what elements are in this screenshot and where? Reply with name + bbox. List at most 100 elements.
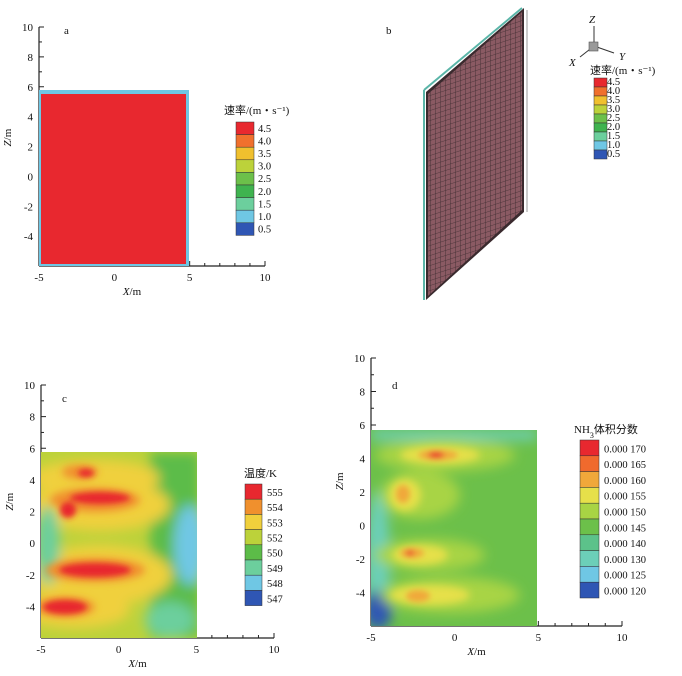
legend-label: 553 [267,518,283,529]
legend-label: 547 [267,594,283,605]
panel-letter-d: d [392,380,398,392]
y-axis-label-unit: /m [2,128,14,140]
legend-label: 2.0 [607,122,620,133]
legend-label: 1.0 [607,140,620,151]
legend-swatch [235,121,255,135]
legend-label: 2.0 [258,187,271,198]
legend-swatch [244,514,263,530]
legend-swatch [235,197,255,211]
legend-swatch [593,86,608,97]
legend-swatch [579,439,600,457]
legend-label: 0.000 165 [604,460,646,471]
legend-swatch [579,534,600,551]
x-tick-label: 5 [194,644,200,656]
y-axis-label-var: Z [2,139,14,146]
y-tick-label: 4 [30,475,36,487]
legend-label: 1.0 [258,212,271,223]
legend-title: NH3体积分数 [574,422,638,440]
legend-label: 3.5 [607,95,620,106]
y-tick-label: -2 [26,570,35,582]
legend-label: 0.000 155 [604,492,646,503]
axis-triad-y-label: Y [619,51,627,63]
x-tick-label: -5 [366,632,376,644]
legend-title-suffix: 体积分数 [594,422,638,436]
legend-d: NH3体积分数 0.000 170 0.000 165 0.000 160 0.000 … [574,422,646,599]
legend-label: 0.5 [607,149,620,160]
legend-title: 速率/(m・s⁻¹) [590,63,656,77]
x-axis-label-unit: /m [130,286,142,298]
legend-label: 3.0 [607,104,620,115]
legend-title: 温度/K [244,466,277,480]
legend-swatch [593,77,608,88]
x-axis-label: X/m [466,646,486,658]
y-tick-label: 8 [28,52,34,64]
legend-swatch [593,104,608,115]
x-tick-label: 5 [187,272,193,284]
y-axis-label: Z/m [334,472,346,490]
legend-title-prefix: NH [574,424,590,436]
x-axis-label-var: X [466,646,475,658]
y-tick-label: 10 [22,22,34,34]
legend-label: 0.000 150 [604,508,646,519]
x-tick-label: 10 [260,272,272,284]
y-tick-label: 6 [28,82,34,94]
y-tick-label: 10 [24,380,36,392]
legend-title-sub: 3 [590,431,594,440]
axis-triad-z-label: Z [589,14,596,26]
legend-swatch [235,159,255,173]
legend-title: 速率/(m・s⁻¹) [224,103,290,117]
legend-label: 0.000 125 [604,571,646,582]
legend-label: 3.0 [258,162,271,173]
y-tick-label: 10 [354,353,366,365]
x-axis-label-var: X [127,658,136,670]
y-tick-label: -4 [24,231,34,243]
legend-swatch [593,122,608,133]
legend-b: 速率/(m・s⁻¹)4.54.03.53.02.52.01.51.00.5 [590,63,656,160]
legend-label: 4.5 [258,124,271,135]
legend-swatch [244,483,263,500]
legend-swatch [593,140,608,151]
y-tick-label: 4 [28,112,34,124]
y-tick-label: 2 [360,487,366,499]
legend-label: 0.000 130 [604,555,646,566]
y-tick-label: 4 [360,454,366,466]
y-tick-label: 8 [360,387,366,399]
x-tick-label: 0 [452,632,458,644]
x-axis-label: X/m [127,658,147,670]
legend-swatch [579,566,600,583]
legend-label: 549 [267,564,283,575]
legend-label: 4.0 [607,86,620,97]
y-tick-label: 2 [30,507,36,519]
x-tick-label: 5 [536,632,542,644]
legend-swatch [593,131,608,142]
velocity-field-a-core [41,94,186,264]
y-tick-label: 2 [28,142,34,154]
axis-triad: Z X Y [568,14,627,69]
y-axis-label: Z/m [4,492,16,510]
panel-b: b Z X Y 速率/(m・s⁻¹)4.54.03.53.02.52.01.51… [386,7,656,300]
y-axis-label-unit: /m [334,472,346,484]
legend-label: 3.5 [258,149,271,160]
legend-label: 0.5 [258,225,271,236]
legend-label: 1.5 [607,131,620,142]
legend-a: 速率/(m・s⁻¹) 4.54.0 3.5 3.02.5 2.01.5 1.0 0.5 [224,103,290,236]
y-tick-label: 0 [28,171,34,183]
legend-swatch [593,149,608,160]
legend-label: 2.5 [607,113,620,124]
legend-swatch [593,113,608,124]
y-tick-label: 6 [30,443,36,455]
axis-triad-x-label: X [568,57,577,69]
nh3-field-d [371,430,537,626]
y-tick-label: 0 [30,538,36,550]
panel-letter-b: b [386,25,392,37]
legend-swatch [235,184,255,198]
legend-swatch [235,172,255,186]
legend-label: 0.000 145 [604,523,646,534]
panel-letter-a: a [64,25,69,37]
y-tick-label: -4 [356,588,366,600]
legend-label: 0.000 160 [604,476,646,487]
legend-swatch [244,590,263,606]
